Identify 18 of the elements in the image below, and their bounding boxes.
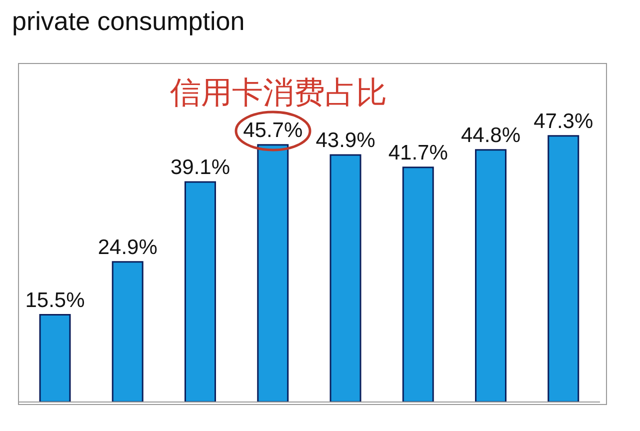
bar: [402, 166, 434, 402]
bar: [548, 135, 580, 402]
bar: [257, 144, 289, 402]
bar: [184, 181, 216, 402]
data-label: 45.7%: [243, 118, 303, 142]
data-label: 41.7%: [388, 141, 448, 164]
bar: [112, 261, 144, 402]
data-label: 15.5%: [25, 288, 85, 312]
bar: [475, 149, 506, 402]
bar: [330, 154, 362, 402]
data-label: 47.3%: [534, 110, 594, 133]
chart-title: private consumption: [12, 6, 245, 37]
data-label: 44.8%: [460, 124, 521, 147]
data-label: 39.1%: [170, 156, 230, 179]
data-label: 24.9%: [98, 236, 158, 259]
text: 信用卡消费占比: [170, 74, 387, 113]
bar: [39, 314, 71, 402]
data-label: 43.9%: [316, 128, 376, 152]
